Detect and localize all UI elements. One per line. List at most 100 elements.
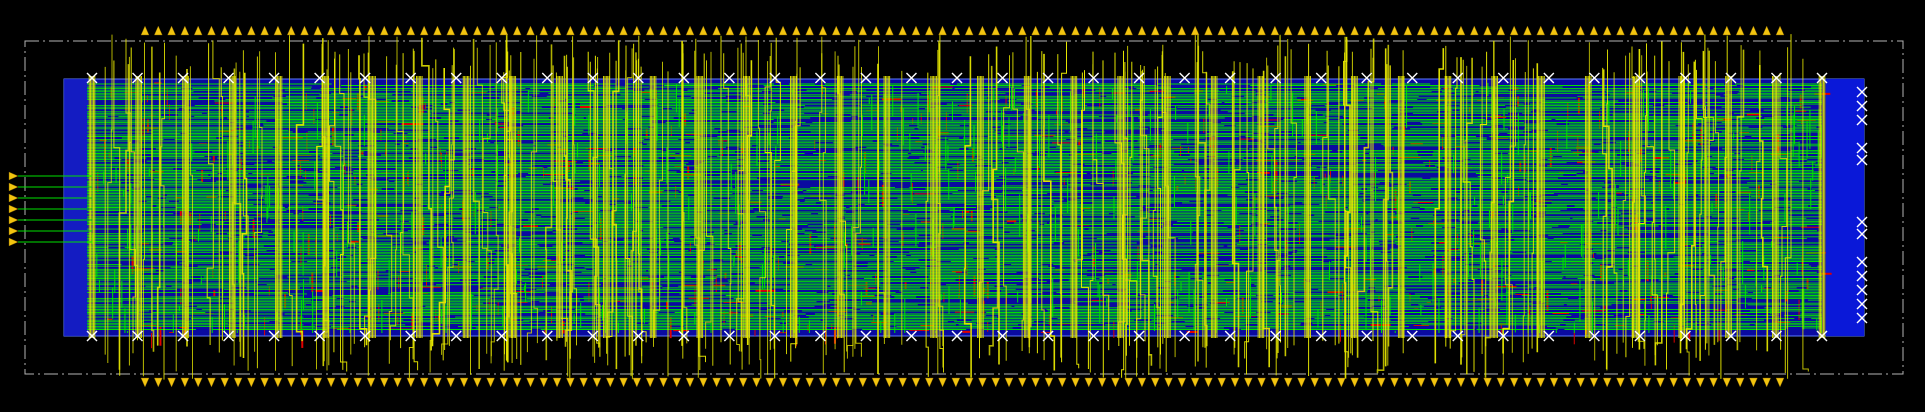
top-io-pin[interactable] <box>1283 25 1293 36</box>
top-io-pin[interactable] <box>1111 25 1120 36</box>
top-io-pin[interactable] <box>951 25 961 36</box>
bottom-io-pin[interactable] <box>1111 377 1120 388</box>
bottom-io-pin[interactable] <box>1616 377 1625 388</box>
bottom-io-pin[interactable] <box>1775 377 1785 388</box>
top-io-pin[interactable] <box>1549 25 1559 36</box>
bottom-io-pin[interactable] <box>499 377 509 388</box>
top-io-pin[interactable] <box>1084 25 1094 36</box>
top-io-pin[interactable] <box>592 25 602 36</box>
bottom-io-pin[interactable] <box>1456 377 1466 388</box>
top-io-pin[interactable] <box>1430 25 1439 36</box>
bottom-io-pin[interactable] <box>512 377 522 388</box>
top-io-pin[interactable] <box>1563 25 1572 36</box>
top-io-pin[interactable] <box>433 25 442 36</box>
bottom-io-pin[interactable] <box>964 377 974 388</box>
bottom-io-pin[interactable] <box>1709 377 1718 388</box>
top-io-pin[interactable] <box>326 25 336 36</box>
bottom-io-pin[interactable] <box>1430 377 1439 388</box>
bottom-io-pin[interactable] <box>1390 377 1399 388</box>
bottom-io-pin[interactable] <box>1124 377 1133 388</box>
bottom-io-pin[interactable] <box>406 377 416 388</box>
bottom-io-pin[interactable] <box>1509 377 1519 388</box>
left-io-pin[interactable] <box>8 182 19 192</box>
top-io-pin[interactable] <box>818 25 828 36</box>
top-io-pin[interactable] <box>1602 25 1612 36</box>
bottom-io-pin[interactable] <box>951 377 961 388</box>
top-io-pin[interactable] <box>1257 25 1266 36</box>
top-io-pin[interactable] <box>499 25 509 36</box>
top-io-pin[interactable] <box>1310 25 1320 36</box>
top-io-pin[interactable] <box>1536 25 1546 36</box>
top-io-pin[interactable] <box>193 25 203 36</box>
top-io-pin[interactable] <box>1589 25 1599 36</box>
top-io-pin[interactable] <box>1749 25 1758 36</box>
top-io-pin[interactable] <box>313 25 323 36</box>
bottom-io-pin[interactable] <box>1270 377 1280 388</box>
left-io-pin[interactable] <box>8 171 19 181</box>
top-io-pin[interactable] <box>446 25 456 36</box>
top-io-pin[interactable] <box>1656 25 1665 36</box>
top-io-pin[interactable] <box>1629 25 1639 36</box>
bottom-io-pin[interactable] <box>605 377 615 388</box>
bottom-io-pin[interactable] <box>1137 377 1147 388</box>
top-io-pin[interactable] <box>1044 25 1054 36</box>
bottom-io-pin[interactable] <box>1031 377 1040 388</box>
top-io-pin[interactable] <box>1722 25 1732 36</box>
top-io-pin[interactable] <box>1523 25 1532 36</box>
top-io-pin[interactable] <box>1483 25 1492 36</box>
top-io-pin[interactable] <box>1762 25 1772 36</box>
bottom-io-pin[interactable] <box>978 377 987 388</box>
bottom-io-pin[interactable] <box>207 377 216 388</box>
bottom-io-pin[interactable] <box>260 377 269 388</box>
bottom-io-pin[interactable] <box>1204 377 1213 388</box>
top-io-pin[interactable] <box>725 25 735 36</box>
bottom-io-pin[interactable] <box>1469 377 1479 388</box>
bottom-io-pin[interactable] <box>153 377 163 388</box>
bottom-io-pin[interactable] <box>792 377 801 388</box>
top-io-pin[interactable] <box>552 25 562 36</box>
top-io-pin[interactable] <box>220 25 230 36</box>
top-io-pin[interactable] <box>659 25 668 36</box>
bottom-io-pin[interactable] <box>991 377 1001 388</box>
top-io-pin[interactable] <box>1735 25 1745 36</box>
bottom-io-pin[interactable] <box>911 377 921 388</box>
bottom-io-pin[interactable] <box>818 377 828 388</box>
bottom-io-pin[interactable] <box>1018 377 1027 388</box>
bottom-io-pin[interactable] <box>805 377 814 388</box>
bottom-io-pin[interactable] <box>1057 377 1067 388</box>
bottom-io-pin[interactable] <box>1523 377 1532 388</box>
top-io-pin[interactable] <box>153 25 163 36</box>
top-io-pin[interactable] <box>978 25 987 36</box>
top-io-pin[interactable] <box>1390 25 1399 36</box>
bottom-io-pin[interactable] <box>858 377 868 388</box>
top-io-pin[interactable] <box>286 25 296 36</box>
bottom-io-pin[interactable] <box>1496 377 1506 388</box>
top-io-pin[interactable] <box>1004 25 1014 36</box>
top-io-pin[interactable] <box>1456 25 1466 36</box>
bottom-io-pin[interactable] <box>831 377 841 388</box>
top-io-pin[interactable] <box>1496 25 1506 36</box>
bottom-io-pin[interactable] <box>1177 377 1187 388</box>
io-pins[interactable] <box>8 25 1785 388</box>
top-io-pin[interactable] <box>1682 25 1692 36</box>
bottom-io-pin[interactable] <box>1004 377 1014 388</box>
top-io-pin[interactable] <box>1443 25 1452 36</box>
bottom-io-pin[interactable] <box>1084 377 1094 388</box>
top-io-pin[interactable] <box>831 25 841 36</box>
bottom-io-pin[interactable] <box>752 377 761 388</box>
bottom-io-pin[interactable] <box>140 377 150 388</box>
top-io-pin[interactable] <box>1190 25 1200 36</box>
top-io-pin[interactable] <box>698 25 708 36</box>
top-io-pin[interactable] <box>1350 25 1359 36</box>
bottom-io-pin[interactable] <box>180 377 190 388</box>
bottom-io-pin[interactable] <box>1310 377 1320 388</box>
top-io-pin[interactable] <box>1137 25 1147 36</box>
bottom-io-pin[interactable] <box>645 377 655 388</box>
bottom-io-pin[interactable] <box>486 377 495 388</box>
bottom-io-pin[interactable] <box>1602 377 1612 388</box>
top-io-pin[interactable] <box>526 25 535 36</box>
top-io-pin[interactable] <box>233 25 243 36</box>
top-io-pin[interactable] <box>207 25 216 36</box>
bottom-io-pin[interactable] <box>473 377 482 388</box>
bottom-io-pin[interactable] <box>1722 377 1732 388</box>
